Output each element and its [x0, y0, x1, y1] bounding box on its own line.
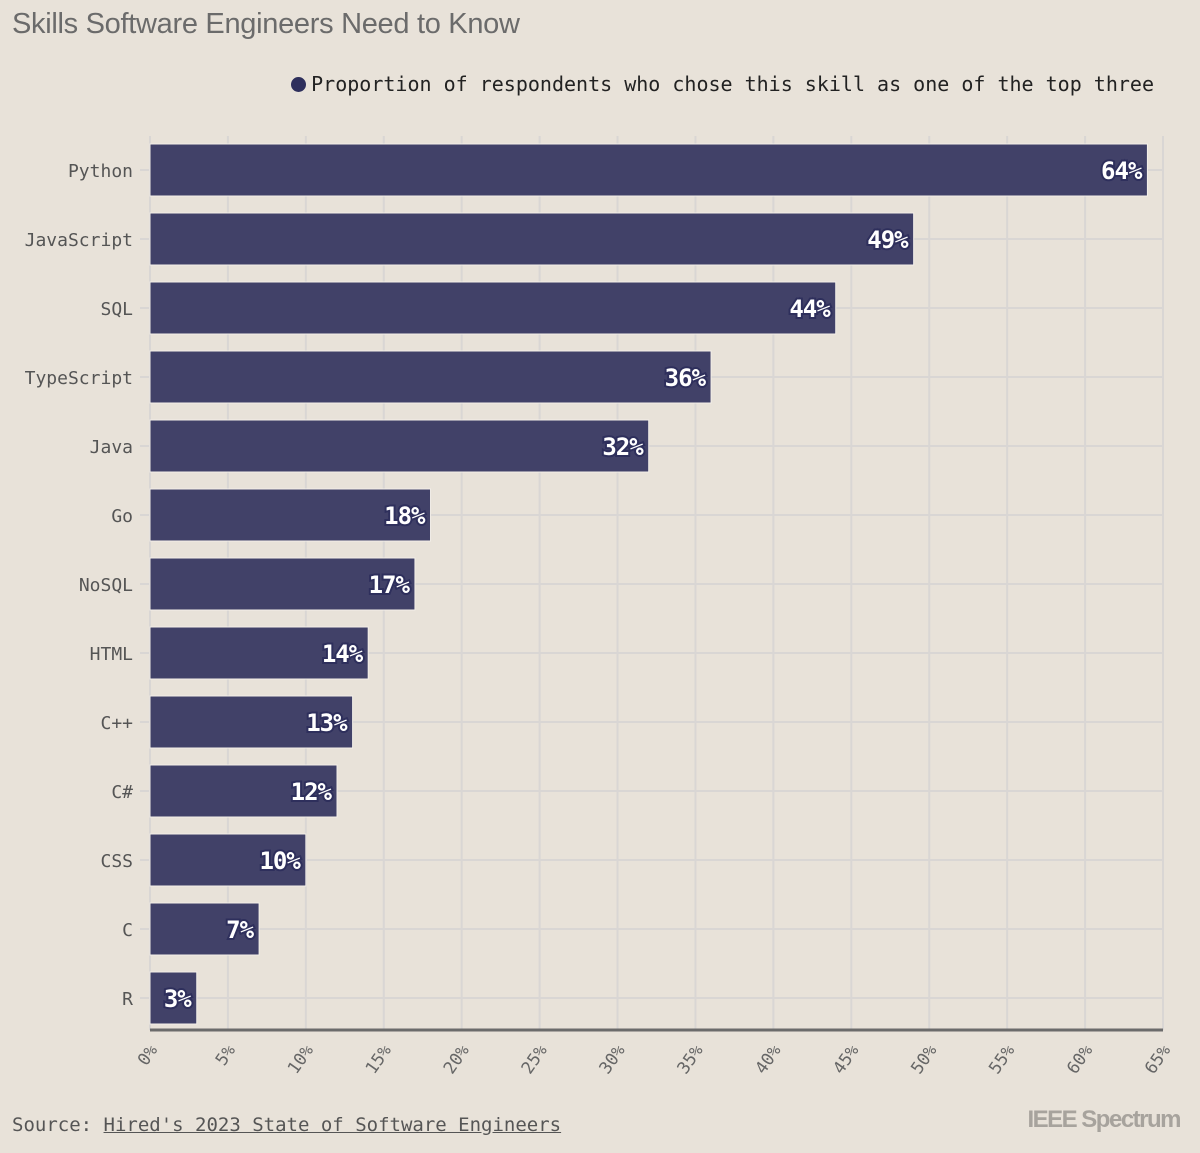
legend-label: Proportion of respondents who chose this…: [311, 72, 1154, 96]
category-label: CSS: [100, 851, 133, 872]
x-tick-label: 25%: [518, 1041, 552, 1078]
x-tick-label: 30%: [596, 1041, 630, 1078]
category-label: HTML: [90, 644, 134, 665]
category-label: SQL: [100, 299, 133, 320]
bar: [149, 212, 915, 266]
bar: [149, 626, 369, 680]
source-link[interactable]: Hired's 2023 State of Software Engineers: [103, 1114, 562, 1136]
x-tick-label: 20%: [440, 1041, 474, 1078]
bar: [149, 695, 354, 749]
category-label: C++: [100, 713, 133, 734]
data-label: 3%: [164, 985, 192, 1013]
category-label: JavaScript: [25, 230, 133, 251]
category-label: Java: [90, 437, 133, 458]
x-tick-label: 55%: [985, 1041, 1019, 1078]
bar: [149, 419, 650, 473]
brand-logo: IEEE Spectrum: [1027, 1106, 1181, 1133]
x-tick-label: 65%: [1141, 1041, 1175, 1078]
bar: [149, 971, 198, 1025]
data-label: 17%: [369, 571, 411, 599]
x-tick-label: 45%: [829, 1041, 863, 1078]
category-label: R: [122, 989, 133, 1010]
data-label: 13%: [306, 709, 348, 737]
bar: [149, 557, 416, 611]
x-tick-label: 60%: [1063, 1041, 1097, 1078]
data-label: 64%: [1101, 157, 1143, 185]
x-tick-label: 35%: [674, 1041, 708, 1078]
data-label: 18%: [384, 502, 426, 530]
legend: Proportion of respondents who chose this…: [291, 72, 1154, 96]
x-tick-label: 5%: [212, 1041, 240, 1069]
source-note: Source: Hired's 2023 State of Software E…: [12, 1114, 561, 1136]
chart-title: Skills Software Engineers Need to Know: [12, 8, 520, 40]
data-label: 12%: [291, 778, 333, 806]
bar: [149, 902, 260, 956]
data-label: 7%: [226, 916, 254, 944]
data-label: 32%: [602, 433, 644, 461]
data-label: 44%: [789, 295, 831, 323]
bar: [149, 488, 432, 542]
category-label: C#: [111, 782, 133, 803]
x-tick-label: 15%: [362, 1041, 396, 1078]
bar: [149, 281, 837, 335]
data-label: 10%: [259, 847, 301, 875]
category-label: Python: [68, 161, 133, 182]
x-tick-label: 40%: [751, 1041, 785, 1078]
source-label: Source:: [12, 1114, 93, 1136]
data-label: 49%: [867, 226, 909, 254]
bar: [149, 833, 307, 887]
category-label: Go: [111, 506, 133, 527]
x-tick-label: 10%: [284, 1041, 318, 1078]
category-label: NoSQL: [79, 575, 133, 596]
bar: [149, 764, 338, 818]
category-label: TypeScript: [25, 368, 133, 389]
data-label: 14%: [322, 640, 364, 668]
legend-dot-icon: [291, 76, 307, 92]
category-label: C: [122, 920, 133, 941]
bar: [149, 143, 1148, 197]
bar: [149, 350, 712, 404]
x-tick-label: 50%: [907, 1041, 941, 1078]
data-label: 36%: [665, 364, 707, 392]
x-tick-label: 0%: [134, 1041, 162, 1069]
bar-chart: Python 64% JavaScript 49% SQL 44% TypeScript 36…: [25, 136, 1175, 1078]
